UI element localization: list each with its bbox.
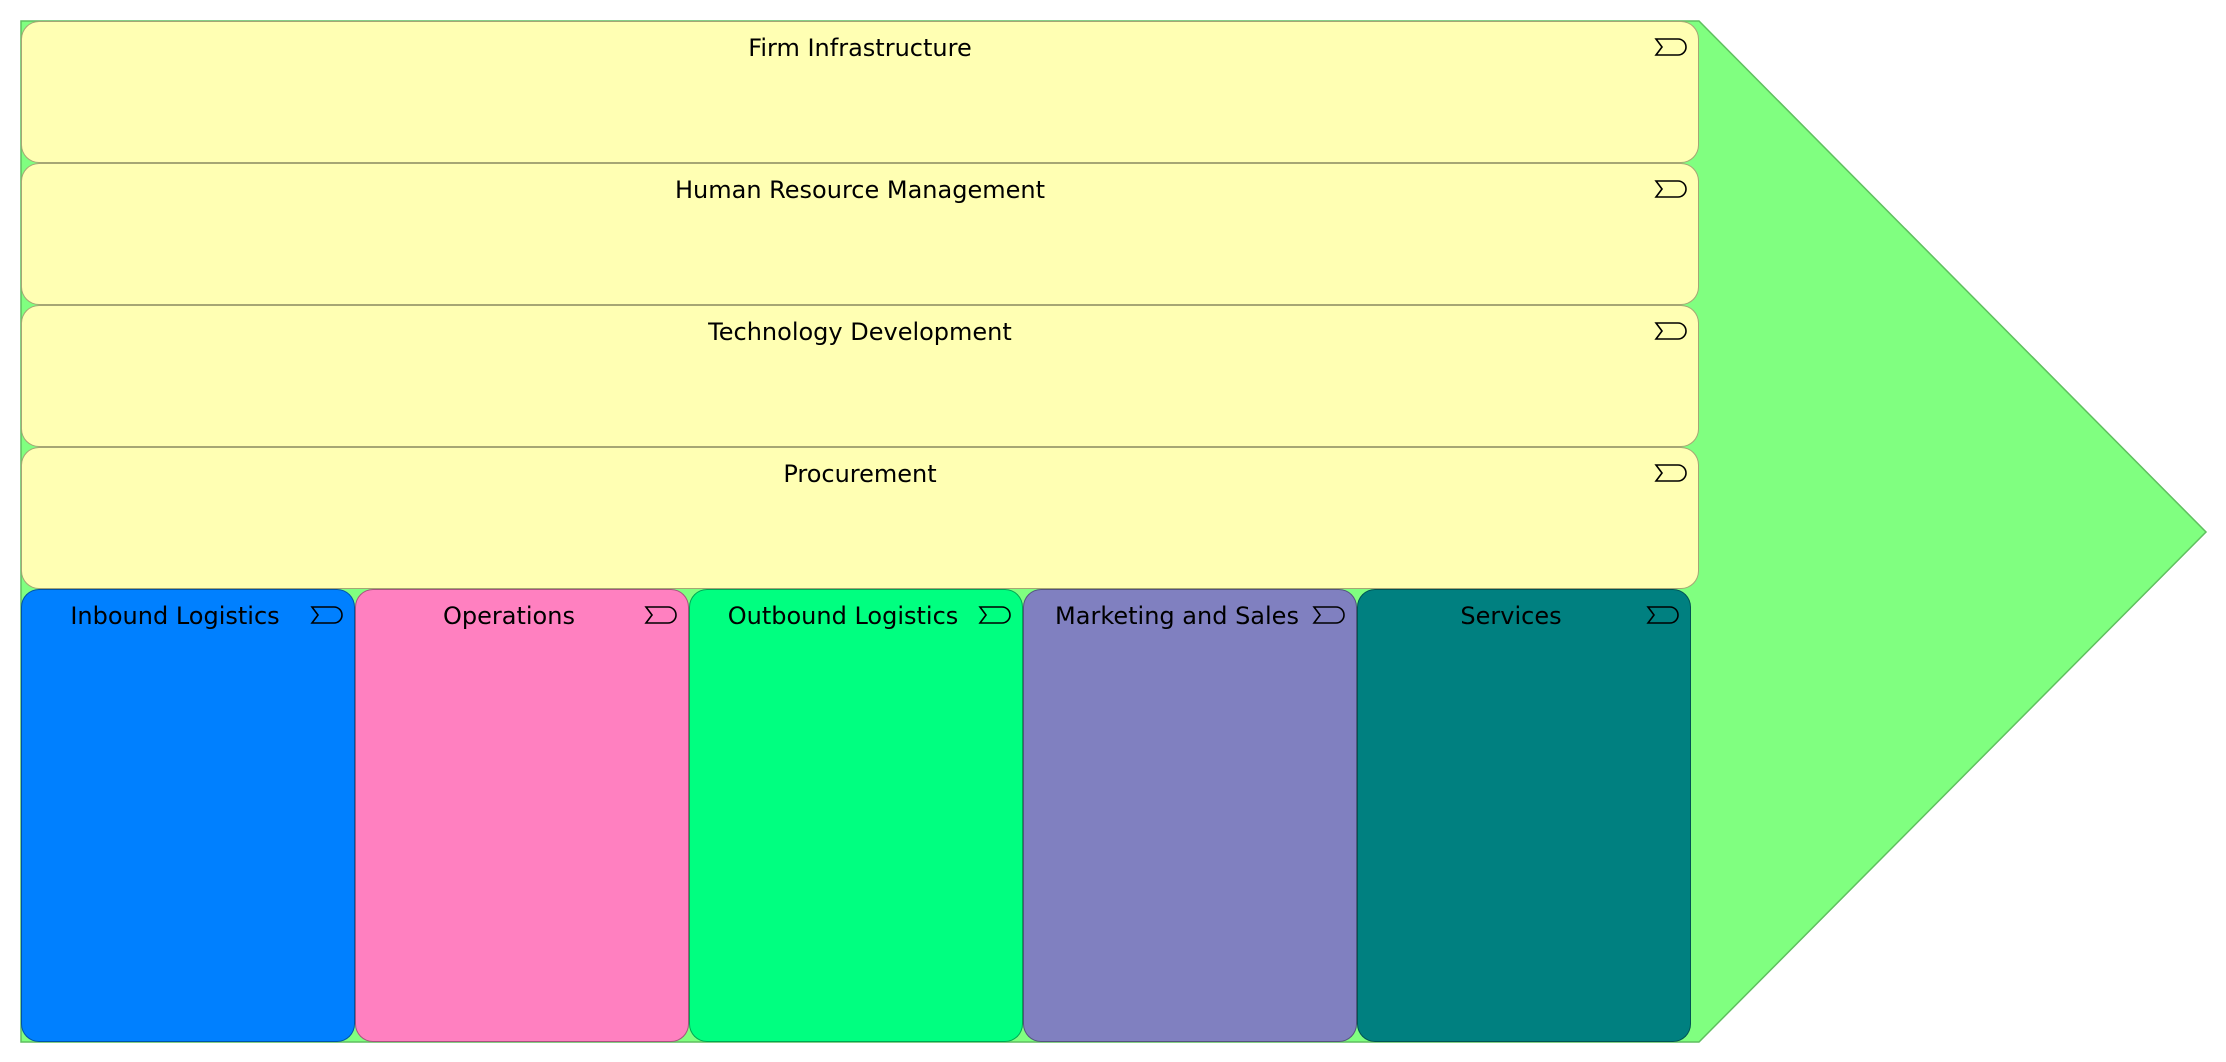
primary-activity-label: Operations <box>443 602 575 630</box>
primary-activity-operations[interactable]: Operations <box>355 589 689 1042</box>
primary-activity-outbound-logistics[interactable]: Outbound Logistics <box>689 589 1023 1042</box>
support-activity-label: Procurement <box>783 460 937 488</box>
support-activity-firm-infrastructure[interactable]: Firm Infrastructure <box>21 21 1699 163</box>
business-function-icon <box>1654 322 1687 340</box>
support-activity-label: Technology Development <box>708 318 1012 346</box>
primary-activity-label: Marketing and Sales <box>1055 602 1299 630</box>
business-function-icon <box>644 606 677 624</box>
support-activity-label: Firm Infrastructure <box>748 34 972 62</box>
support-activity-label: Human Resource Management <box>675 176 1045 204</box>
business-function-icon <box>1654 464 1687 482</box>
primary-activity-marketing-and-sales[interactable]: Marketing and Sales <box>1023 589 1357 1042</box>
support-activity-technology-development[interactable]: Technology Development <box>21 305 1699 447</box>
business-function-icon <box>1312 606 1345 624</box>
primary-activity-label: Outbound Logistics <box>727 602 959 630</box>
primary-activity-label: Inbound Logistics <box>70 602 280 630</box>
business-function-icon <box>1646 606 1679 624</box>
primary-activity-label: Services <box>1460 602 1562 630</box>
support-activity-human-resource-management[interactable]: Human Resource Management <box>21 163 1699 305</box>
support-activity-procurement[interactable]: Procurement <box>21 447 1699 589</box>
business-function-icon <box>978 606 1011 624</box>
business-function-icon <box>310 606 343 624</box>
primary-activity-services[interactable]: Services <box>1357 589 1691 1042</box>
primary-activity-inbound-logistics[interactable]: Inbound Logistics <box>21 589 355 1042</box>
business-function-icon <box>1654 38 1687 56</box>
business-function-icon <box>1654 180 1687 198</box>
